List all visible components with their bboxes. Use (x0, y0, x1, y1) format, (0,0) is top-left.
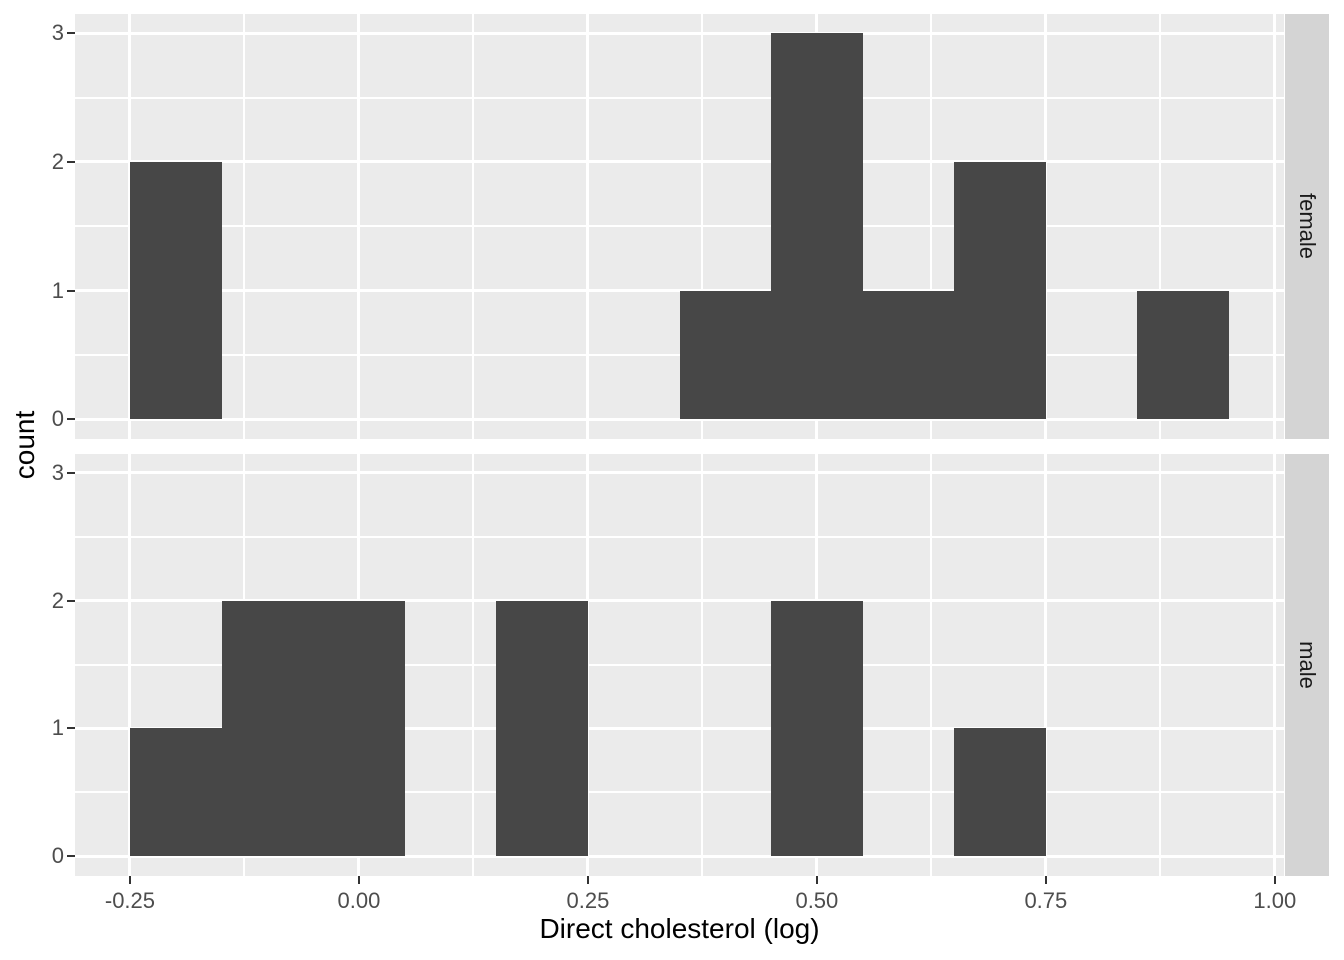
y-axis-tick-label: 0 (51, 843, 64, 869)
y-axis-tick (67, 160, 75, 163)
gridline-minor-horizontal (75, 96, 1284, 99)
x-axis-tick-label: 0.50 (795, 887, 839, 913)
x-axis-tick (586, 875, 589, 884)
gridline-major-vertical (1044, 453, 1048, 876)
x-axis-tick-label: 0.00 (337, 887, 381, 913)
histogram-bar-female (1137, 290, 1230, 420)
histogram-bar-male (129, 728, 222, 857)
gridline-minor-horizontal (75, 535, 1284, 538)
histogram-bar-female (771, 33, 863, 420)
gridline-major-horizontal (75, 417, 1284, 421)
facet-panel-male (75, 453, 1284, 876)
y-axis-tick (67, 471, 75, 474)
histogram-bar-male (221, 600, 314, 857)
facet-strip-male: male (1285, 453, 1329, 876)
y-axis-tick (67, 855, 75, 858)
y-axis-tick (67, 32, 75, 35)
y-axis-tick-label: 0 (51, 406, 64, 432)
strip-label-male: male (1295, 640, 1320, 689)
facet-panel-female (75, 14, 1284, 439)
histogram-bar-female (679, 290, 772, 420)
gridline-minor-horizontal (75, 225, 1284, 228)
y-axis-tick (67, 727, 75, 730)
x-axis-tick (1273, 875, 1276, 884)
histogram-bar-female (862, 290, 955, 420)
y-axis-tick-label: 2 (51, 148, 64, 174)
y-axis-tick (67, 418, 75, 421)
y-axis-tick-label: 2 (51, 587, 64, 613)
gridline-major-horizontal (75, 31, 1284, 35)
x-axis-tick (357, 875, 360, 884)
y-axis-title: count (9, 410, 40, 480)
gridline-major-horizontal (75, 471, 1284, 475)
gridline-major-vertical (586, 14, 590, 439)
histogram-bar-male (771, 600, 863, 857)
histogram-bar-female (954, 161, 1046, 420)
gridline-major-vertical (586, 453, 590, 876)
strip-label-female: female (1295, 193, 1321, 260)
x-axis-tick (1044, 875, 1047, 884)
y-axis-tick-label: 1 (51, 277, 64, 303)
y-axis-tick (67, 599, 75, 602)
x-axis-tick (815, 875, 818, 884)
y-axis-tick-label: 3 (51, 20, 64, 46)
gridline-major-vertical (1273, 14, 1277, 439)
histogram-bar-female (129, 161, 222, 420)
y-axis-tick-label: 3 (51, 459, 64, 485)
histogram-bar-male (954, 728, 1046, 857)
x-axis-tick (128, 875, 131, 884)
gridline-minor-horizontal (75, 791, 1284, 794)
histogram-bar-male (496, 600, 588, 857)
gridline-major-horizontal (75, 160, 1284, 164)
y-axis-tick-label: 1 (51, 715, 64, 741)
x-axis-tick-label: 0.25 (566, 887, 610, 913)
x-axis-tick-label: 0.75 (1024, 887, 1068, 913)
x-axis-tick-label: -0.25 (104, 887, 156, 913)
y-axis-tick (67, 289, 75, 292)
histogram-bar-male (313, 600, 405, 857)
gridline-major-horizontal (75, 599, 1284, 603)
gridline-major-vertical (128, 453, 132, 876)
gridline-minor-horizontal (75, 663, 1284, 666)
gridline-major-vertical (357, 14, 361, 439)
gridline-major-vertical (1044, 14, 1048, 439)
x-axis-tick-label: 1.00 (1253, 887, 1297, 913)
x-axis-title: Direct cholesterol (log) (539, 913, 820, 944)
facet-strip-female: female (1285, 14, 1329, 439)
gridline-major-vertical (1273, 453, 1277, 876)
gridline-major-horizontal (75, 854, 1284, 858)
gridline-major-horizontal (75, 726, 1284, 730)
